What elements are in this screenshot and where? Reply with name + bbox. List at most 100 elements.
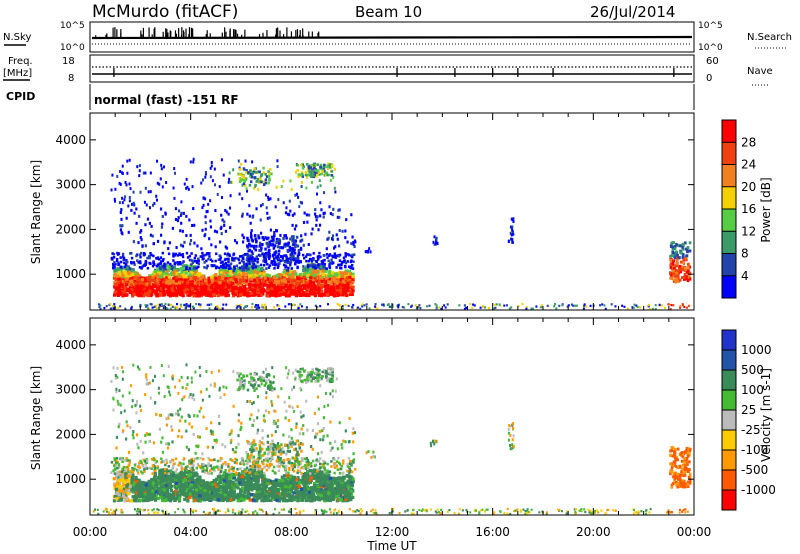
- power-cell: [344, 236, 347, 240]
- power-cell: [243, 184, 247, 187]
- power-cell: [258, 170, 261, 174]
- power-cell: [293, 251, 297, 255]
- power-cell: [336, 215, 340, 219]
- power-cell: [440, 307, 443, 310]
- power-cell: [685, 277, 688, 281]
- power-cell: [135, 272, 139, 277]
- power-cell: [149, 171, 152, 175]
- power-cell: [307, 243, 310, 247]
- power-cell: [144, 244, 147, 248]
- power-cell: [248, 257, 251, 261]
- power-cell: [339, 272, 343, 277]
- power-cell: [309, 287, 314, 291]
- beam-title: Beam 10: [355, 3, 422, 21]
- power-cell: [156, 268, 160, 272]
- power-cell: [631, 306, 634, 309]
- power-cell: [216, 192, 219, 196]
- power-cell: [280, 246, 284, 250]
- power-cell: [233, 259, 236, 262]
- power-cell: [278, 238, 281, 242]
- power-cell: [161, 286, 166, 290]
- power-cell: [235, 306, 238, 310]
- power-cell: [225, 269, 229, 273]
- power-cell: [155, 194, 158, 198]
- power-cell: [214, 245, 217, 249]
- power-cell: [191, 272, 195, 276]
- power-cell: [312, 252, 315, 255]
- power-cell: [242, 260, 245, 264]
- power-cell: [197, 265, 200, 269]
- power-cell: [249, 171, 252, 175]
- power-cell: [139, 230, 142, 234]
- power-cell: [329, 289, 333, 293]
- cpid-text: normal (fast) -151 RF: [94, 93, 239, 107]
- power-cell: [131, 272, 135, 277]
- power-cell: [314, 208, 317, 212]
- power-cell: [242, 280, 246, 285]
- power-cell: [127, 280, 131, 284]
- power-cell: [286, 212, 289, 216]
- power-cell: [535, 305, 538, 308]
- power-cell: [110, 256, 114, 260]
- power-cell: [339, 271, 343, 275]
- velocity-heatmap: [92, 363, 692, 516]
- power-cell: [255, 278, 260, 282]
- power-cell: [326, 288, 330, 293]
- power-cell: [151, 306, 154, 309]
- power-cell: [248, 262, 251, 265]
- power-cell: [160, 163, 163, 167]
- power-cell: [681, 247, 685, 251]
- power-cell: [435, 236, 438, 240]
- power-cell: [397, 304, 400, 307]
- power-cell: [351, 277, 355, 282]
- power-cell: [181, 229, 184, 233]
- power-cell: [211, 264, 215, 268]
- power-cell: [241, 214, 244, 218]
- power-cell: [335, 266, 338, 269]
- power-cell: [163, 278, 167, 282]
- power-cell: [686, 246, 690, 250]
- power-cell: [246, 256, 249, 260]
- power-cell: [299, 200, 302, 204]
- power-cell: [209, 285, 214, 290]
- power-cell: [158, 257, 161, 261]
- power-cell: [300, 234, 303, 238]
- power-cell: [154, 279, 159, 283]
- power-cell: [301, 175, 305, 178]
- power-cell: [241, 212, 244, 216]
- power-cell: [188, 305, 191, 308]
- power-cell: [200, 283, 205, 287]
- power-cell: [197, 290, 201, 294]
- power-cell: [137, 273, 141, 277]
- power-cell: [671, 261, 675, 265]
- velocity-cell: [224, 475, 228, 479]
- power-cell: [256, 264, 260, 269]
- power-cell: [582, 307, 585, 310]
- power-cell: [683, 266, 687, 270]
- power-cell: [128, 182, 131, 186]
- power-cell: [297, 259, 301, 263]
- power-cell: [204, 227, 207, 231]
- power-cell: [289, 253, 292, 256]
- power-cell: [234, 256, 237, 260]
- power-cell: [162, 281, 166, 285]
- power-cell: [236, 277, 240, 281]
- power-cell: [302, 286, 307, 290]
- power-cell: [317, 173, 321, 176]
- freq-unit-label: [MHz]: [3, 68, 32, 79]
- power-cell: [583, 304, 586, 307]
- power-cell: [210, 303, 213, 306]
- power-cell: [242, 257, 245, 260]
- power-cell: [273, 234, 276, 238]
- power-cell: [348, 272, 352, 276]
- power-cell: [272, 238, 275, 242]
- power-cell: [601, 303, 604, 306]
- velocity-cell: [253, 468, 257, 472]
- power-cell: [233, 257, 236, 260]
- velocity-cell: [143, 490, 147, 495]
- power-cell: [196, 244, 199, 248]
- power-cell: [677, 279, 680, 283]
- power-cell: [328, 230, 331, 234]
- power-cell: [120, 217, 123, 221]
